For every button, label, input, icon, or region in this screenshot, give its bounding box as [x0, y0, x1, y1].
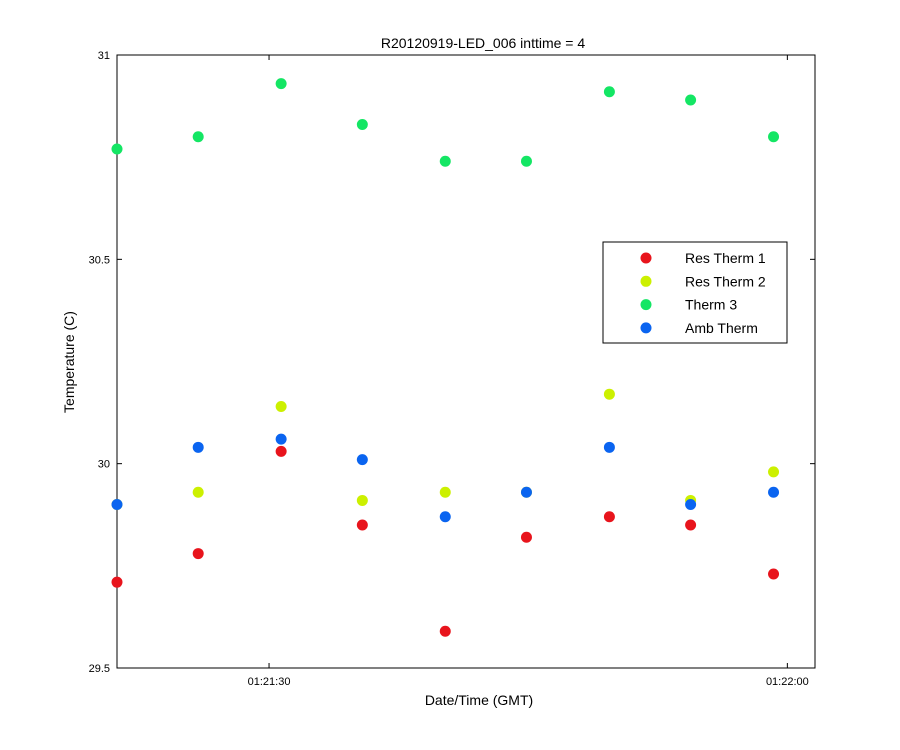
legend-box [602, 241, 788, 344]
data-point [603, 441, 615, 453]
data-point [275, 78, 287, 90]
data-point [520, 531, 532, 543]
x-tick-label: 01:21:30 [248, 676, 291, 688]
series-amb-therm [111, 433, 780, 523]
data-point [768, 466, 780, 478]
data-point [275, 400, 287, 412]
x-axis-label: Date/Time (GMT) [425, 692, 533, 708]
data-point [111, 499, 123, 511]
series-therm-3 [111, 78, 780, 167]
data-point [768, 131, 780, 143]
data-point [275, 445, 287, 457]
legend-marker [640, 322, 652, 334]
data-point [439, 511, 451, 523]
data-point [275, 433, 287, 445]
data-point [111, 143, 123, 155]
data-points [111, 78, 780, 637]
legend-entry: Res Therm 1 [685, 250, 766, 266]
data-point [439, 625, 451, 637]
x-tick-label: 01:22:00 [766, 676, 809, 688]
chart-title: R20120919-LED_006 inttime = 4 [381, 35, 586, 51]
data-point [685, 94, 697, 106]
y-tick-label: 30.5 [89, 254, 110, 266]
legend-entry: Res Therm 2 [685, 273, 766, 289]
data-point [356, 118, 368, 130]
data-point [111, 576, 123, 588]
data-point [356, 454, 368, 466]
legend: Res Therm 1 Res Therm 2 Therm 3 Amb Therm [602, 241, 788, 344]
data-point [603, 388, 615, 400]
axis-ticks: 29.5 30 30.5 31 01:21:30 01:22:00 [89, 50, 815, 688]
legend-entry: Amb Therm [685, 320, 758, 336]
data-point [768, 486, 780, 498]
data-point [520, 155, 532, 167]
data-point [192, 131, 204, 143]
data-point [356, 519, 368, 531]
legend-marker [640, 299, 652, 311]
legend-marker [640, 252, 652, 264]
data-point [520, 486, 532, 498]
data-point [439, 155, 451, 167]
legend-entry: Therm 3 [685, 297, 737, 313]
data-point [192, 441, 204, 453]
y-tick-label: 29.5 [89, 663, 110, 675]
data-point [685, 519, 697, 531]
data-point [356, 494, 368, 506]
legend-marker [640, 275, 652, 287]
data-point [768, 568, 780, 580]
data-point [603, 511, 615, 523]
data-point [685, 499, 697, 511]
data-point [439, 486, 451, 498]
data-point [192, 486, 204, 498]
series-res-therm-1 [111, 445, 780, 637]
data-point [192, 548, 204, 560]
y-tick-label: 30 [98, 459, 110, 471]
plot-area [116, 54, 816, 669]
data-point [603, 86, 615, 98]
y-axis-label: Temperature (C) [61, 311, 77, 413]
y-tick-label: 31 [98, 50, 110, 62]
